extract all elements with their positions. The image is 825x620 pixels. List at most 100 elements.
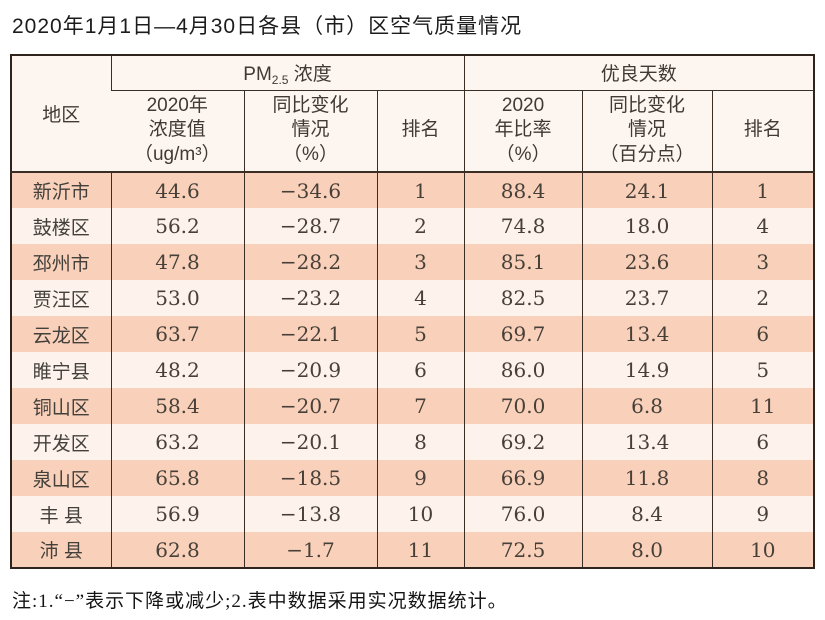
value-cell: 63.2 — [110, 424, 244, 460]
table-row: 邳州市 47.8 −28.2 3 85.1 23.6 3 — [11, 244, 815, 280]
value-cell: −1.7 — [243, 532, 377, 568]
header-rank-pm: 排名 — [376, 90, 465, 173]
value-cell: 1 — [376, 172, 465, 208]
pm-label-suffix: 浓度 — [288, 63, 332, 85]
header-group-pm25: PM2.5 浓度 — [110, 55, 465, 91]
value-cell: 44.6 — [110, 172, 244, 208]
value-cell: 2 — [711, 280, 815, 316]
value-cell: 3 — [711, 244, 815, 280]
value-cell: −20.9 — [243, 352, 377, 388]
value-cell: 58.4 — [110, 388, 244, 424]
value-cell: 70.0 — [463, 388, 583, 424]
header-concentration-2020: 2020年 浓度值 （ug/m³） — [111, 90, 244, 173]
table-body: 新沂市 44.6 −34.6 1 88.4 24.1 1 鼓楼区 56.2 −28.7 2 74.8 1… — [11, 172, 815, 568]
table-row: 丰 县 56.9 −13.8 10 76.0 8.4 9 — [11, 496, 815, 532]
region-cell: 睢宁县 — [11, 352, 111, 388]
value-cell: 13.4 — [581, 316, 713, 352]
value-cell: 5 — [376, 316, 465, 352]
value-cell: 13.4 — [581, 424, 713, 460]
value-cell: 86.0 — [463, 352, 583, 388]
value-cell: 85.1 — [463, 244, 583, 280]
header-yoy-change-points: 同比变化 情况 （百分点） — [581, 90, 713, 173]
value-cell: −20.7 — [243, 388, 377, 424]
value-cell: 56.9 — [110, 496, 244, 532]
table-row: 云龙区 63.7 −22.1 5 69.7 13.4 6 — [11, 316, 815, 352]
pm-label-subscript: 2.5 — [271, 72, 289, 87]
value-cell: 69.7 — [463, 316, 583, 352]
page-title: 2020年1月1日—4月30日各县（市）区空气质量情况 — [12, 15, 523, 38]
value-cell: 48.2 — [110, 352, 244, 388]
value-cell: 11 — [711, 388, 815, 424]
header-group-good-days: 优良天数 — [463, 55, 815, 91]
air-quality-table: 地区 PM2.5 浓度 优良天数 2020年 浓度值 （ug/m³） 同比变化 … — [10, 54, 816, 569]
value-cell: 72.5 — [463, 532, 583, 568]
value-cell: 63.7 — [110, 316, 244, 352]
value-cell: 5 — [711, 352, 815, 388]
table-row: 贾汪区 53.0 −23.2 4 82.5 23.7 2 — [11, 280, 815, 316]
value-cell: 6.8 — [581, 388, 713, 424]
region-cell: 丰 县 — [11, 496, 111, 532]
region-cell: 沛 县 — [11, 532, 111, 568]
value-cell: 10 — [376, 496, 465, 532]
value-cell: 2 — [376, 208, 465, 244]
pm-label-prefix: PM — [243, 63, 272, 85]
value-cell: 23.7 — [581, 280, 713, 316]
table-row: 开发区 63.2 −20.1 8 69.2 13.4 6 — [11, 424, 815, 460]
value-cell: 8 — [711, 460, 815, 496]
region-cell: 新沂市 — [11, 172, 111, 208]
value-cell: 6 — [376, 352, 465, 388]
value-cell: −28.7 — [243, 208, 377, 244]
value-cell: 8.4 — [581, 496, 713, 532]
value-cell: 14.9 — [581, 352, 713, 388]
value-cell: −18.5 — [243, 460, 377, 496]
value-cell: 82.5 — [463, 280, 583, 316]
value-cell: 62.8 — [110, 532, 244, 568]
value-cell: 74.8 — [463, 208, 583, 244]
region-cell: 泉山区 — [11, 460, 111, 496]
value-cell: 8.0 — [581, 532, 713, 568]
footnote: 注:1.“−”表示下降或减少;2.表中数据采用实况数据统计。 — [12, 591, 508, 612]
value-cell: 56.2 — [110, 208, 244, 244]
value-cell: 7 — [376, 388, 465, 424]
value-cell: 6 — [711, 424, 815, 460]
value-cell: 24.1 — [581, 172, 713, 208]
table-header: 地区 PM2.5 浓度 优良天数 2020年 浓度值 （ug/m³） 同比变化 … — [11, 55, 815, 173]
header-region: 地区 — [11, 55, 111, 173]
value-cell: 1 — [711, 172, 815, 208]
value-cell: 76.0 — [463, 496, 583, 532]
value-cell: 11 — [376, 532, 465, 568]
header-sub-row: 2020年 浓度值 （ug/m³） 同比变化 情况 （%） 排名 2020 年比… — [11, 90, 815, 173]
value-cell: 23.6 — [581, 244, 713, 280]
value-cell: 9 — [711, 496, 815, 532]
value-cell: 88.4 — [463, 172, 583, 208]
region-cell: 云龙区 — [11, 316, 111, 352]
value-cell: 4 — [376, 280, 465, 316]
value-cell: 9 — [376, 460, 465, 496]
value-cell: −34.6 — [243, 172, 377, 208]
value-cell: 10 — [711, 532, 815, 568]
header-group-row: 地区 PM2.5 浓度 优良天数 — [11, 55, 815, 173]
header-yoy-change-pct: 同比变化 情况 （%） — [243, 90, 377, 173]
value-cell: −20.1 — [243, 424, 377, 460]
value-cell: −13.8 — [243, 496, 377, 532]
value-cell: 47.8 — [110, 244, 244, 280]
table-row: 新沂市 44.6 −34.6 1 88.4 24.1 1 — [11, 172, 815, 208]
value-cell: 18.0 — [581, 208, 713, 244]
value-cell: 69.2 — [463, 424, 583, 460]
header-rank-days: 排名 — [711, 90, 815, 173]
region-cell: 开发区 — [11, 424, 111, 460]
table-row: 沛 县 62.8 −1.7 11 72.5 8.0 10 — [11, 532, 815, 568]
value-cell: 11.8 — [581, 460, 713, 496]
region-cell: 鼓楼区 — [11, 208, 111, 244]
header-rate-2020: 2020 年比率 （%） — [463, 90, 583, 173]
value-cell: −23.2 — [243, 280, 377, 316]
value-cell: 6 — [711, 316, 815, 352]
value-cell: 3 — [376, 244, 465, 280]
table-row: 铜山区 58.4 −20.7 7 70.0 6.8 11 — [11, 388, 815, 424]
value-cell: 65.8 — [110, 460, 244, 496]
value-cell: −28.2 — [243, 244, 377, 280]
value-cell: 66.9 — [463, 460, 583, 496]
value-cell: −22.1 — [243, 316, 377, 352]
table-row: 睢宁县 48.2 −20.9 6 86.0 14.9 5 — [11, 352, 815, 388]
